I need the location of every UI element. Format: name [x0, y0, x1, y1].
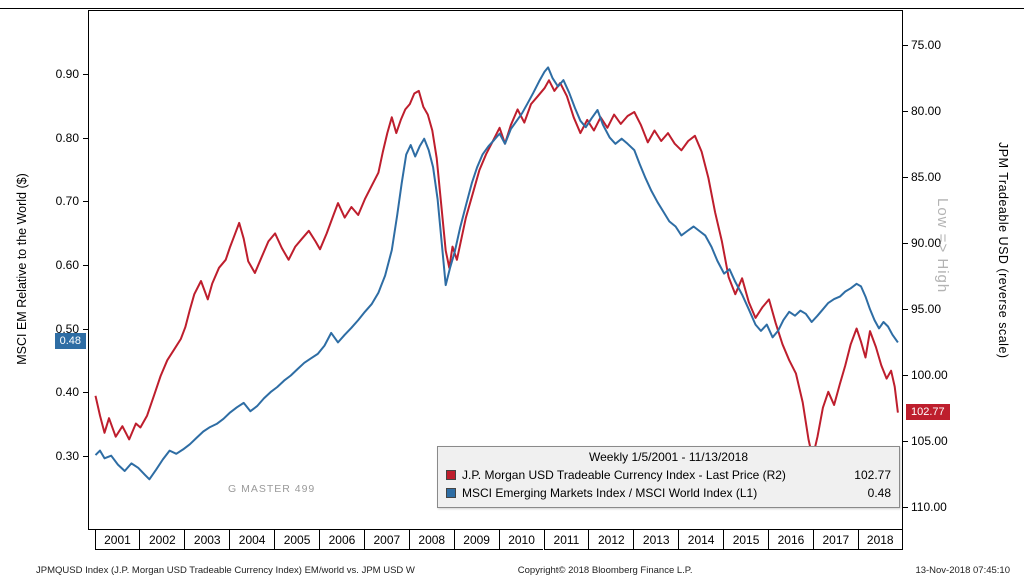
jpm-usd-tradeable-line — [94, 79, 899, 459]
x-axis-year-label: 2018 — [857, 530, 903, 550]
right-axis-tick-mark — [903, 375, 908, 376]
left-axis-tick-label: 0.70 — [55, 194, 79, 209]
left-axis-tick-label: 0.50 — [55, 321, 79, 336]
left-axis-ticks: 0.30 0.40 0.50 0.60 0.70 0.80 0.90 — [0, 10, 88, 530]
legend-row-jpm: J.P. Morgan USD Tradeable Currency Index… — [446, 466, 891, 484]
right-axis-tick-label: 100.00 — [911, 368, 948, 382]
legend-row-msci: MSCI Emerging Markets Index / MSCI World… — [446, 484, 891, 502]
x-axis-year-label: 2011 — [543, 530, 589, 550]
x-axis-year-label: 2017 — [812, 530, 858, 550]
x-axis-year-label: 2016 — [768, 530, 813, 550]
left-axis-tick-mark — [83, 328, 88, 330]
legend-title: Weekly 1/5/2001 - 11/13/2018 — [589, 450, 748, 464]
x-axis-year-label: 2010 — [498, 530, 544, 550]
right-axis-tick-mark — [903, 507, 908, 508]
x-axis-year-label: 2006 — [319, 530, 364, 550]
x-axis-year-label: 2004 — [229, 530, 275, 550]
x-axis-year-label: 2012 — [588, 530, 634, 550]
right-axis-tick-mark — [903, 177, 908, 178]
left-axis-tick-label: 0.80 — [55, 130, 79, 145]
legend-value-msci: 0.48 — [867, 486, 891, 500]
right-axis-tick-label: 75.00 — [911, 38, 942, 52]
footer-ticker-text: JPMQUSD Index (J.P. Morgan USD Tradeable… — [36, 565, 415, 576]
footer-bar: JPMQUSD Index (J.P. Morgan USD Tradeable… — [0, 565, 1024, 576]
left-axis-tick-label: 0.90 — [55, 67, 79, 81]
gmaster-watermark: G MASTER 499 — [228, 483, 316, 495]
footer-timestamp: 13-Nov-2018 07:45:10 — [915, 565, 1010, 576]
right-axis-tick-mark — [903, 441, 908, 442]
left-axis-value-badge: 0.48 — [54, 333, 86, 350]
left-axis-tick-mark — [83, 456, 88, 457]
right-axis-tick-label: 85.00 — [911, 170, 942, 184]
right-axis-tick-label: 80.00 — [911, 104, 942, 118]
top-border-line — [0, 8, 1024, 9]
right-axis-tick-label: 105.00 — [911, 434, 948, 448]
x-axis-year-label: 2007 — [363, 530, 409, 550]
right-axis-title: JPM Tradeable USD (reverse scale) — [996, 142, 1010, 359]
right-axis-tick-mark — [903, 111, 908, 112]
plot-area — [88, 10, 903, 530]
left-axis-tick-mark — [83, 74, 88, 75]
right-axis-tick-label: 95.00 — [911, 302, 942, 316]
x-axis-year-label: 2014 — [678, 530, 724, 550]
left-axis-tick-mark — [83, 265, 88, 266]
plot-svg — [94, 66, 899, 481]
left-axis-tick-label: 0.30 — [55, 449, 79, 463]
right-axis-tick-mark — [903, 45, 908, 46]
x-axis-year-label: 2002 — [139, 530, 185, 550]
left-axis-tick-mark — [83, 392, 88, 394]
x-axis-year-label: 2015 — [723, 530, 768, 550]
legend-value-jpm: 102.77 — [854, 468, 891, 482]
right-axis-value-badge: 102.77 — [906, 403, 950, 420]
right-axis-tick-mark — [903, 309, 908, 310]
left-axis-tick-label: 0.40 — [55, 385, 79, 400]
jpm-series-swatch-icon — [446, 470, 456, 480]
msci-em-world-ratio-line — [94, 66, 899, 481]
footer-copyright: Copyright© 2018 Bloomberg Finance L.P. — [517, 565, 693, 576]
x-axis-year-label: 2009 — [453, 530, 499, 550]
legend-label-jpm: J.P. Morgan USD Tradeable Currency Index… — [462, 468, 786, 482]
low-high-scale-watermark: Low => High — [934, 198, 951, 294]
legend: Weekly 1/5/2001 - 11/13/2018 J.P. Morgan… — [437, 446, 900, 508]
x-axis-year-label: 2013 — [633, 530, 679, 550]
x-axis-year-label: 2008 — [408, 530, 454, 550]
right-axis-ticks: 75.00 80.00 85.00 90.00 95.00 100.00 105.00 110… — [903, 10, 963, 530]
x-axis-year-label: 2003 — [184, 530, 230, 550]
x-axis-year-label: 2005 — [274, 530, 319, 550]
left-axis-tick-label: 0.60 — [55, 258, 79, 272]
right-axis-tick-label: 110.00 — [911, 500, 947, 514]
x-axis-year-label: 2001 — [94, 530, 140, 550]
left-axis-tick-mark — [83, 137, 88, 139]
legend-label-msci: MSCI Emerging Markets Index / MSCI World… — [462, 486, 758, 500]
right-axis-tick-label: 90.00 — [911, 236, 942, 250]
right-axis-tick-mark — [903, 243, 908, 244]
x-axis-year-labels: 2001 2002 2003 2004 2005 2006 2007 2008 2009 2010… — [88, 530, 903, 551]
left-axis-tick-mark — [83, 201, 88, 203]
msci-series-swatch-icon — [446, 488, 456, 498]
